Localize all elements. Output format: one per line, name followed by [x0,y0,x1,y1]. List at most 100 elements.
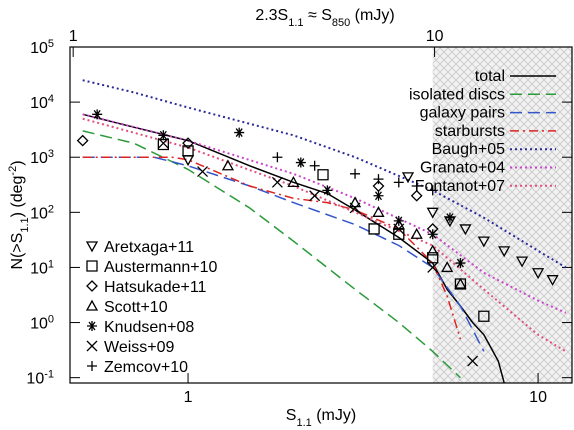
x2-axis-label-part: 1.1 [288,17,303,29]
data-point [515,256,529,268]
legend-marker [86,280,98,292]
legend-marker [86,260,98,272]
model-line [82,113,505,383]
y-axis-label-part: -2 [7,166,19,176]
data-point [271,176,283,188]
y-tick-label: 103 [30,148,54,167]
data-point [410,189,423,202]
model-line [82,79,567,269]
y-tick-exponent: 4 [48,93,54,105]
model-line [82,113,567,314]
y-tick-label: 102 [30,203,54,222]
data-point [454,278,467,290]
data-point [158,130,169,141]
legend-label: Weiss+09 [104,339,175,356]
y-tick-label: 104 [30,93,54,112]
data-point [373,190,384,201]
legend-label: Fontanot+07 [415,178,505,195]
y-axis-label-part: 1.1 [19,217,31,232]
data-point [234,127,245,138]
data-point [309,160,320,171]
x2-axis-label-part: ≈ S [304,7,332,24]
data-point [373,174,384,185]
y-tick-exponent: 1 [48,258,54,270]
x2-axis-label-part: 2.3S [255,7,288,24]
plot-frame [69,46,573,384]
legend-label: Aretxaga+11 [104,239,194,256]
data-point [459,224,472,236]
legend-label: starbursts [435,123,505,140]
y-axis-label: N(>S1.1) (deg-2) [7,160,31,269]
x2-axis-label-part: (mJy) [350,7,394,24]
model-line [82,156,462,340]
legend-label: galaxy pairs [420,105,505,122]
data-point [393,177,404,188]
x2-tick-label: 1 [69,28,78,45]
data-point [393,215,404,226]
data-point [410,227,423,239]
y-tick-base: 10 [26,371,44,388]
x-axis-label-part: S [286,407,297,424]
data-point [221,159,235,171]
legend-label: Knudsen+08 [104,319,194,336]
data-point [401,172,415,184]
data-point [427,185,438,196]
data-point [92,109,103,120]
data-point [350,168,361,179]
y-tick-label: 101 [30,258,54,277]
data-point [295,157,306,168]
data-point [368,223,380,235]
data-point [441,261,454,273]
data-point [426,207,439,219]
legend-label: Hatsukade+11 [104,279,207,296]
data-point [157,137,169,149]
legend-marker [87,361,97,371]
legend-label: total [475,68,505,85]
legend-label: Baugh+05 [432,141,506,158]
y-tick-base: 10 [30,150,48,167]
data-point [426,244,439,256]
y-tick-exponent: 0 [48,314,54,326]
data-point [393,223,405,235]
x-axis-label: S1.1 (mJy) [286,407,356,429]
data-point [467,355,479,367]
x-axis-label-part: (mJy) [312,407,356,424]
data-point [76,134,89,147]
data-point [349,202,361,214]
legend-marker [86,340,98,352]
data-point [454,277,467,289]
data-point [546,275,559,287]
x-tick-label: 10 [529,389,547,406]
data-point [322,185,333,196]
y-axis-label-part: ) (deg [9,176,26,218]
legend-label: Zemcov+10 [104,359,188,376]
data-point [287,176,300,187]
y-tick-base: 10 [30,260,48,277]
legend-marker [85,299,99,311]
data-point [411,181,422,192]
data-point [444,212,455,223]
data-point [348,196,362,208]
x-axis-label-part: 1.1 [296,417,311,429]
data-point [197,166,208,177]
plot-area [76,79,567,383]
y-tick-label: 10-1 [26,369,54,388]
x-tick-label: 1 [184,389,193,406]
legend-label: Scott+10 [104,299,168,316]
data-point [181,155,195,167]
y-tick-exponent: 2 [48,203,54,215]
data-point [157,138,169,151]
y-tick-exponent: -1 [44,369,54,381]
data-point [309,190,321,202]
data-point [372,205,385,217]
legend-marker [87,321,97,331]
data-point [455,258,466,269]
data-point [427,261,439,273]
data-point [393,228,405,240]
y-tick-exponent: 5 [48,38,54,50]
y-tick-label: 100 [30,314,54,333]
data-point [427,229,438,240]
y-tick-base: 10 [30,205,48,222]
x2-tick-label: 10 [426,28,444,45]
